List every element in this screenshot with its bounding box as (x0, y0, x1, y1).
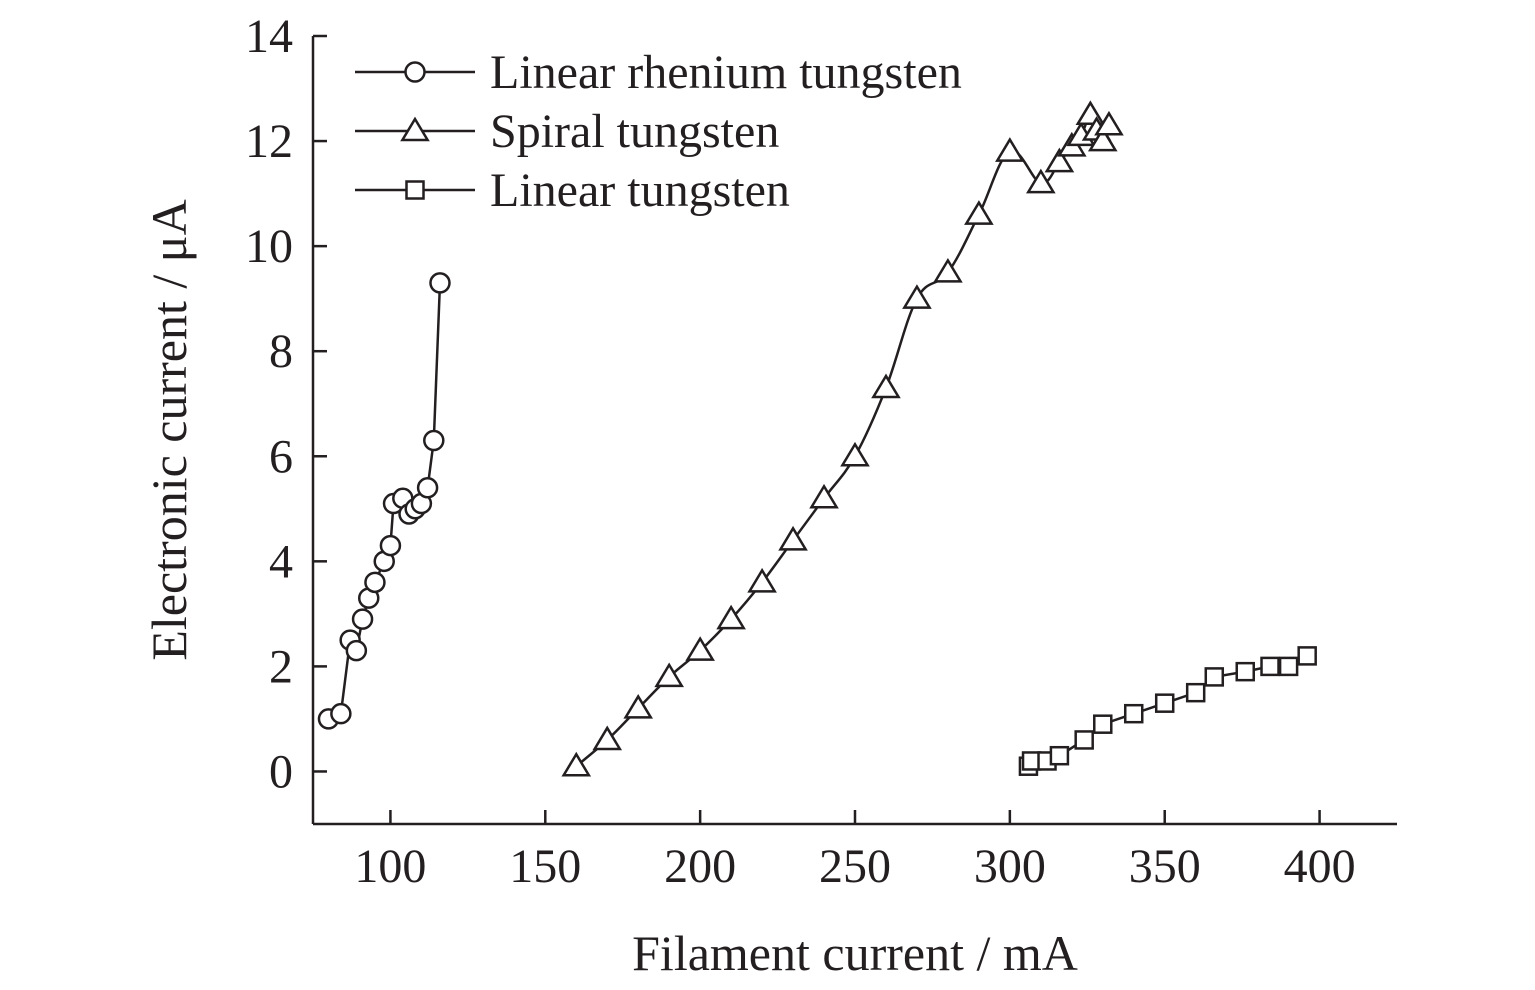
legend-entry: Spiral tungsten (355, 105, 779, 158)
data-point (423, 429, 445, 452)
x-tick-label: 150 (509, 840, 581, 893)
data-point (623, 693, 654, 719)
data-point (1260, 656, 1280, 677)
data-point (995, 137, 1025, 162)
data-point (1278, 656, 1299, 677)
data-point (429, 272, 451, 294)
legend-marker (404, 61, 426, 83)
legend-entry: Linear tungsten (355, 164, 790, 217)
data-point (1026, 168, 1056, 194)
legend-marker (405, 180, 425, 200)
x-tick-label: 300 (974, 840, 1046, 893)
data-point (1049, 745, 1070, 766)
data-point (654, 662, 684, 688)
data-point (345, 639, 368, 662)
data-point (716, 604, 746, 630)
data-point (1123, 703, 1144, 724)
data-point (1044, 147, 1075, 173)
x-tick-label: 350 (1129, 840, 1201, 893)
series-square (1018, 646, 1317, 776)
x-tick-label: 200 (664, 840, 736, 893)
y-tick-label: 14 (245, 10, 293, 63)
data-point (561, 751, 592, 777)
data-point (379, 534, 402, 557)
legend-entry: Linear rhenium tungsten (355, 46, 962, 99)
y-tick-label: 6 (269, 430, 293, 483)
y-tick-label: 4 (269, 535, 293, 588)
data-point (778, 525, 808, 551)
data-point (1094, 110, 1124, 136)
x-axis-title: Filament current / mA (632, 925, 1078, 981)
data-point (1087, 126, 1118, 152)
data-point (964, 200, 994, 225)
y-tick-label: 10 (245, 220, 293, 273)
legend-label: Linear tungsten (490, 164, 790, 217)
y-tick-label: 2 (269, 640, 293, 693)
data-point (1185, 682, 1206, 703)
axes (311, 36, 1397, 826)
series-group (317, 100, 1317, 777)
x-tick-label: 400 (1284, 840, 1356, 893)
data-point (871, 373, 901, 399)
data-point (1093, 714, 1113, 734)
legend: Linear rhenium tungsten Spiral tungsten Li… (355, 46, 962, 217)
y-tick-label: 0 (269, 745, 293, 798)
data-point (1235, 661, 1255, 682)
data-point (685, 636, 715, 661)
y-tick-label: 12 (245, 115, 293, 168)
legend-marker (400, 116, 430, 142)
data-point (364, 571, 386, 594)
x-tick-label: 100 (354, 840, 426, 893)
data-point (1204, 667, 1225, 687)
y-axis-title: Electronic current / μA (141, 199, 197, 660)
data-point (1074, 730, 1094, 750)
ticks: 0 2 4 6 8 10 12 14 100 150 200 250 300 350 400 (245, 10, 1356, 893)
y-tick-label: 8 (269, 325, 293, 378)
data-point (840, 441, 870, 467)
data-point (809, 483, 839, 509)
x-tick-label: 250 (819, 840, 891, 893)
data-point (902, 284, 932, 309)
series-circle (317, 272, 451, 730)
data-point (1154, 693, 1175, 713)
data-point (592, 725, 623, 751)
legend-label: Linear rhenium tungsten (490, 46, 962, 99)
data-point (351, 608, 374, 630)
legend-label: Spiral tungsten (490, 105, 779, 158)
series-triangle (561, 100, 1124, 777)
data-point (747, 567, 777, 593)
data-point (330, 702, 352, 725)
data-point (933, 257, 963, 283)
data-point (416, 477, 439, 499)
data-point (1297, 646, 1317, 666)
